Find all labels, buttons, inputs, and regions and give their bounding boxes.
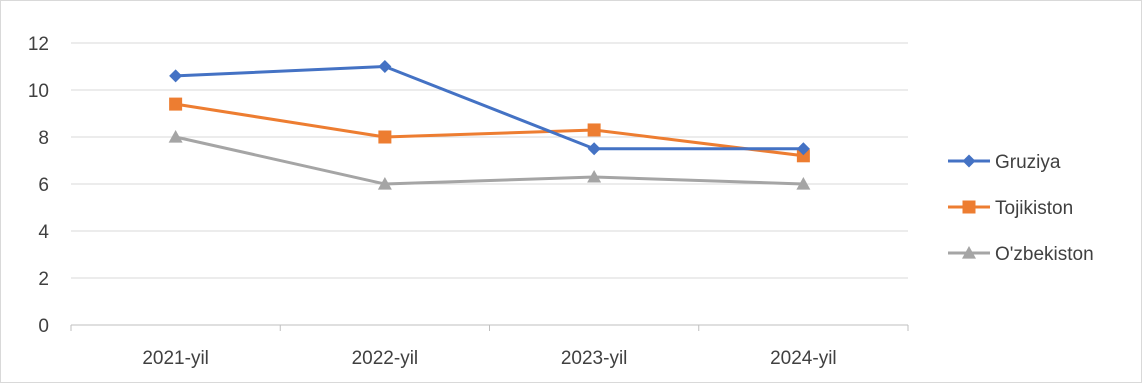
x-tick-labels: 2021-yil 2022-yil 2023-yil 2024-yil bbox=[142, 348, 836, 369]
series-line-o-zbekiston bbox=[174, 135, 805, 186]
x-tick-label-2024-yil: 2024-yil bbox=[770, 348, 837, 369]
series-lines bbox=[168, 60, 811, 190]
data-point-gruziya-2024-yil bbox=[796, 142, 810, 156]
legend-marker-tojikiston bbox=[962, 200, 976, 214]
y-tick-label-0: 0 bbox=[38, 316, 49, 337]
y-tick-label-6: 6 bbox=[38, 175, 49, 196]
series-gruziya bbox=[169, 60, 810, 156]
x-tick-label-2022-yil: 2022-yil bbox=[352, 348, 419, 369]
x-tick-label-2021-yil: 2021-yil bbox=[142, 348, 209, 369]
data-point-o-zbekiston-2024-yil bbox=[796, 177, 811, 190]
y-tick-label-12: 12 bbox=[28, 34, 49, 55]
legend-entry-o-zbekiston: O'zbekiston bbox=[948, 244, 1094, 265]
axes bbox=[70, 324, 909, 331]
gridlines bbox=[71, 42, 908, 279]
legend-label-o-zbekiston: O'zbekiston bbox=[995, 244, 1094, 265]
series-o-zbekiston bbox=[168, 130, 811, 190]
x-tick-label-2023-yil: 2023-yil bbox=[561, 348, 628, 369]
y-tick-label-10: 10 bbox=[28, 81, 49, 102]
data-point-o-zbekiston-2021-yil bbox=[168, 130, 183, 143]
legend-label-tojikiston: Tojikiston bbox=[995, 198, 1073, 219]
series-tojikiston bbox=[169, 97, 810, 163]
legend-marker-gruziya bbox=[962, 154, 976, 168]
data-point-o-zbekiston-2022-yil bbox=[377, 177, 392, 190]
series-line-tojikiston bbox=[174, 102, 805, 158]
legend-marker-o-zbekiston bbox=[962, 246, 976, 259]
y-tick-label-4: 4 bbox=[38, 222, 49, 243]
legend-label-gruziya: Gruziya bbox=[995, 152, 1061, 173]
legend: Gruziya Tojikiston O'zbekiston bbox=[948, 152, 1094, 265]
data-point-tojikiston-2023-yil bbox=[587, 123, 601, 137]
data-point-o-zbekiston-2023-yil bbox=[587, 169, 602, 183]
data-point-tojikiston-2021-yil bbox=[169, 97, 183, 111]
y-tick-label-2: 2 bbox=[38, 269, 49, 290]
series-line-gruziya bbox=[174, 65, 805, 151]
data-point-gruziya-2022-yil bbox=[378, 60, 392, 73]
data-point-tojikiston-2024-yil bbox=[796, 149, 810, 163]
data-point-gruziya-2023-yil bbox=[587, 142, 601, 156]
data-point-gruziya-2021-yil bbox=[169, 69, 183, 83]
legend-entry-gruziya: Gruziya bbox=[948, 152, 1061, 173]
y-tick-label-8: 8 bbox=[38, 128, 49, 149]
y-tick-labels: 0 2 4 6 8 10 12 bbox=[28, 34, 50, 337]
data-point-tojikiston-2022-yil bbox=[378, 130, 392, 144]
legend-entry-tojikiston: Tojikiston bbox=[948, 198, 1073, 219]
